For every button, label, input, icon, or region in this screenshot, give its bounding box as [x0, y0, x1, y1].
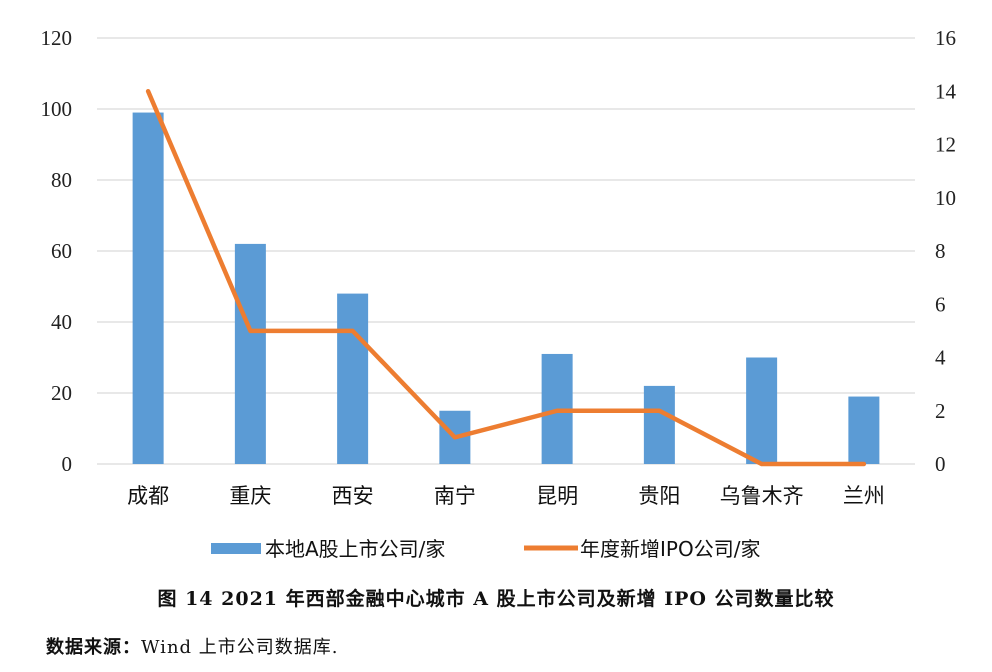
legend-bar-swatch: [211, 543, 261, 554]
category-label: 昆明: [536, 484, 578, 508]
x-axis-labels: 成都 重庆 西安 南宁 昆明 贵阳 乌鲁木齐 兰州: [127, 484, 885, 508]
bar: [337, 293, 369, 464]
legend-line-label: 年度新增IPO公司/家: [580, 537, 760, 561]
right-tick-label: 8: [935, 239, 946, 263]
figure-caption: 图 14 2021 年西部金融中心城市 A 股上市公司及新增 IPO 公司数量比…: [157, 588, 835, 610]
data-source: 数据来源：Wind 上市公司数据库.: [46, 633, 339, 659]
left-tick-label: 0: [62, 452, 73, 476]
right-tick-label: 4: [935, 346, 946, 370]
gridlines: [97, 37, 915, 465]
combo-chart: 0 20 40 60 80 100 120 0 2 4 6 8 10 12 14 16 成都 重庆 西安 南宁 昆明…: [41, 26, 957, 561]
ipo-line: [145, 89, 867, 467]
category-label: 南宁: [434, 484, 476, 508]
category-label: 重庆: [229, 484, 271, 508]
bar: [234, 243, 266, 464]
right-y-axis: 0 2 4 6 8 10 12 14 16: [935, 26, 957, 476]
category-label: 成都: [127, 484, 169, 508]
right-tick-label: 12: [935, 133, 956, 157]
line-series: [145, 89, 867, 467]
right-tick-label: 2: [935, 399, 946, 423]
left-tick-label: 120: [41, 26, 73, 50]
category-label: 西安: [332, 484, 374, 508]
bar-series: [132, 112, 880, 465]
source-text: Wind 上市公司数据库.: [141, 637, 339, 658]
right-tick-label: 10: [935, 186, 956, 210]
left-tick-label: 100: [41, 97, 73, 121]
left-tick-label: 20: [51, 381, 72, 405]
right-tick-label: 0: [935, 452, 946, 476]
category-label: 乌鲁木齐: [720, 484, 804, 508]
left-tick-label: 80: [51, 168, 72, 192]
legend: 本地A股上市公司/家 年度新增IPO公司/家: [211, 537, 760, 561]
right-tick-label: 14: [935, 79, 957, 103]
left-tick-label: 60: [51, 239, 72, 263]
source-label: 数据来源：: [46, 637, 141, 658]
left-y-axis: 0 20 40 60 80 100 120: [41, 26, 73, 476]
right-tick-label: 16: [935, 26, 956, 50]
legend-bar-label: 本地A股上市公司/家: [265, 537, 445, 561]
category-label: 兰州: [843, 484, 885, 508]
bar: [848, 396, 880, 464]
right-tick-label: 6: [935, 292, 946, 316]
bar: [746, 357, 778, 464]
bar: [643, 385, 675, 464]
category-label: 贵阳: [638, 484, 680, 508]
left-tick-label: 40: [51, 310, 72, 334]
bar: [132, 112, 164, 465]
